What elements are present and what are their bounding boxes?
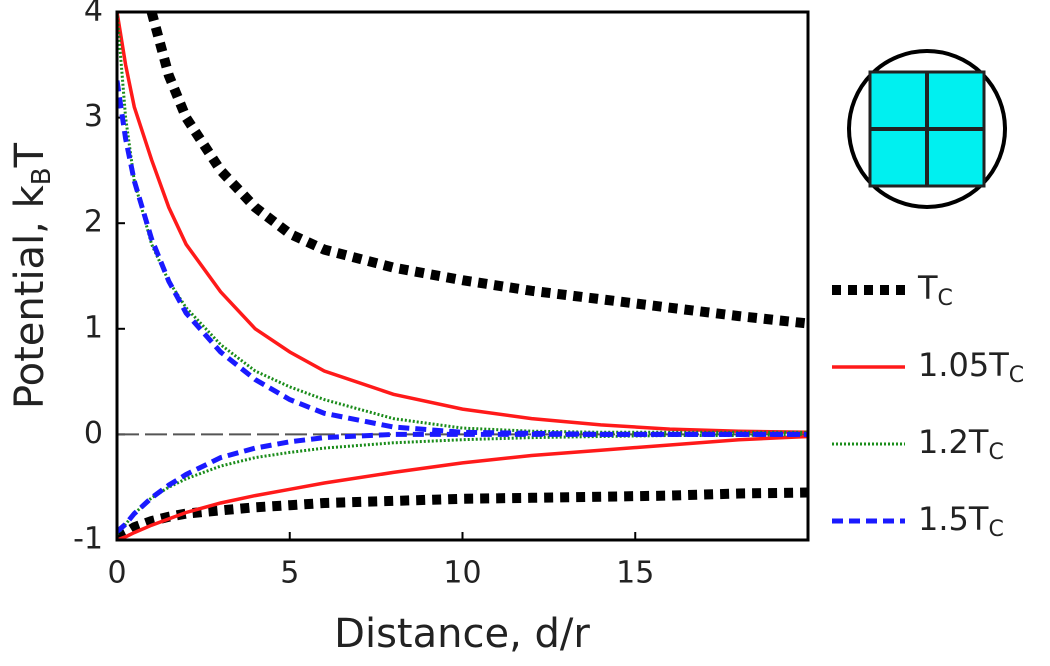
curve-lower [117, 431, 808, 534]
curve-upper [117, 80, 808, 437]
curve-lower [117, 487, 808, 540]
x-tick-label: 15 [616, 556, 654, 591]
x-tick-label: 10 [443, 556, 481, 591]
curve-lower [117, 434, 808, 540]
legend-name: 1.2T [918, 423, 989, 461]
x-tick-label: 5 [280, 556, 299, 591]
y-tick-label: 3 [84, 99, 103, 134]
legend-label: 1.05TC [918, 346, 1024, 388]
y-tick-label: 1 [84, 310, 103, 345]
legend-label: TC [917, 269, 953, 311]
legend-name: T [917, 269, 938, 307]
y-axis-label: Potential, kBT [7, 142, 57, 409]
inset-icon [847, 49, 1007, 209]
legend-subscript: C [988, 517, 1003, 542]
y-tick-label: 2 [84, 205, 103, 240]
legend-name: 1.05T [918, 346, 1009, 384]
y-tick-label: 0 [84, 416, 103, 451]
plot-lines [117, 12, 808, 540]
plot-frame [115, 10, 810, 542]
y-tick-label: -1 [73, 522, 103, 557]
y-tick-label: 4 [84, 0, 103, 29]
curve-lower [117, 432, 808, 536]
legend-label: 1.2TC [918, 423, 1004, 465]
legend-subscript: C [938, 286, 953, 311]
curve-upper [146, 12, 808, 329]
curve-upper [117, 12, 808, 435]
legend-subscript: C [1009, 363, 1024, 388]
x-tick-label: 0 [107, 556, 126, 591]
legend-name: 1.5T [918, 500, 989, 538]
legend-subscript: C [988, 440, 1003, 465]
legend-label: 1.5TC [918, 500, 1004, 542]
curve-upper [117, 12, 808, 434]
x-axis-label: Distance, d/r [334, 611, 590, 657]
